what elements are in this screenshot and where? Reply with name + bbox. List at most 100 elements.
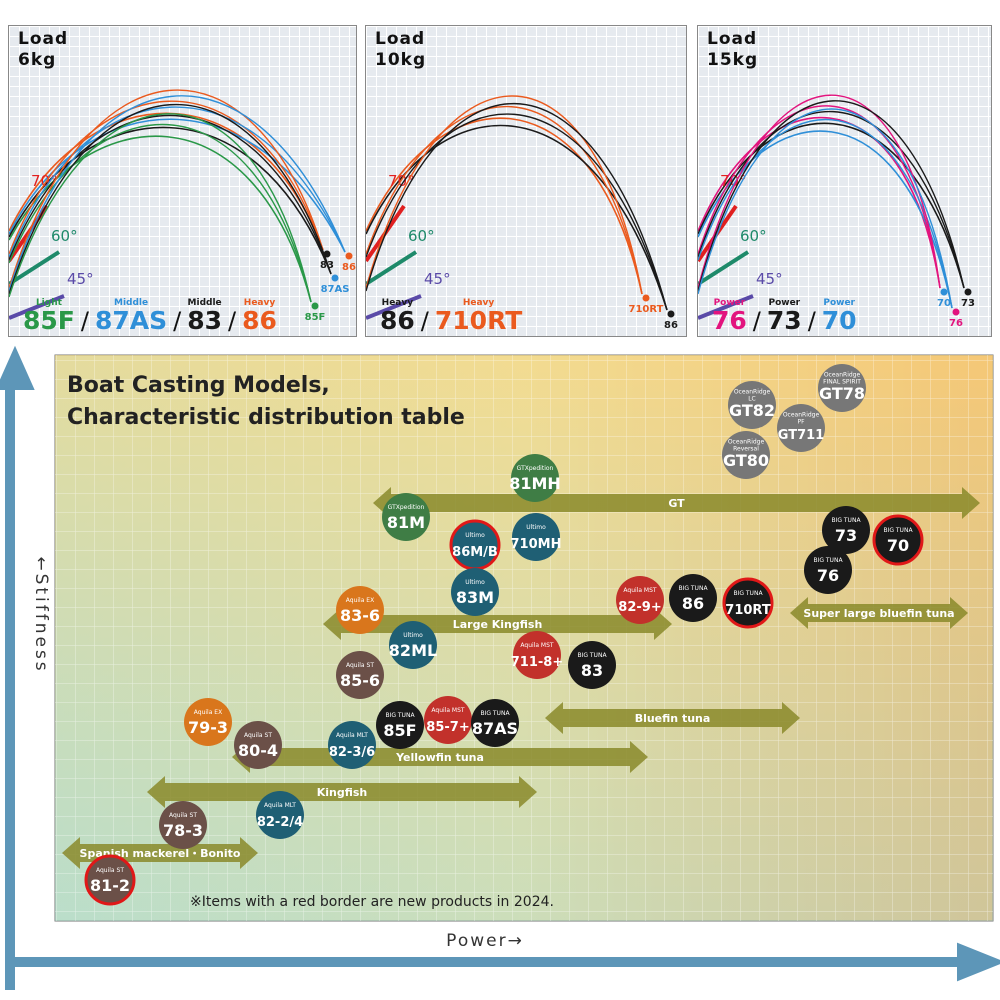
rod-curve <box>366 117 643 295</box>
load-value: 15kg <box>707 50 759 70</box>
rod-model: GT711 <box>778 428 824 443</box>
rod-badge <box>424 696 472 744</box>
rod-curve <box>9 106 346 258</box>
rod-curve <box>366 105 643 295</box>
tip-dot <box>667 310 675 318</box>
rod-series: Ultimo <box>526 524 546 531</box>
rod-badge <box>669 574 717 622</box>
range-arrow <box>790 597 968 629</box>
angle-label: 45° <box>424 270 451 288</box>
rod-badge <box>728 381 776 429</box>
model: Heavy 86 <box>380 298 415 334</box>
rod-model: 82-3/6 <box>329 745 375 760</box>
load-value: 10kg <box>375 50 427 70</box>
rod-badge <box>818 364 866 412</box>
rod-curve <box>366 95 643 295</box>
rod-series: GTXpedition <box>517 465 554 472</box>
rod-curve <box>366 124 668 311</box>
model: Power 70 <box>822 298 857 334</box>
rod-badge <box>389 621 437 669</box>
angle-label: 45° <box>67 270 94 288</box>
rod-badge <box>511 454 559 502</box>
rod-badge <box>804 546 852 594</box>
rod-series: Aquila EX <box>194 709 222 716</box>
rod-model: 86 <box>682 594 704 613</box>
y-axis-label: ←Stiffness <box>31 556 51 673</box>
rod-model: 87AS <box>472 719 518 738</box>
model-name: 86 <box>242 306 277 335</box>
rod-model: 81M <box>387 513 425 532</box>
angle-label: 60° <box>408 227 435 245</box>
model-name: 70 <box>821 306 857 335</box>
range-arrow <box>147 776 537 808</box>
rod-model: 79-3 <box>188 718 228 737</box>
rod-badge <box>234 721 282 769</box>
separator: / <box>807 307 816 335</box>
rod-badge <box>84 854 136 906</box>
rod-series: OceanRidge <box>783 412 820 419</box>
rod-model: 78-3 <box>163 821 203 840</box>
rod-model: 81MH <box>509 474 561 493</box>
angle-line <box>9 294 65 320</box>
range-label: Super large bluefin tuna <box>803 607 954 620</box>
tip-label: 73 <box>961 298 975 309</box>
rod-badge <box>451 568 499 616</box>
tip-label: 76 <box>949 318 963 329</box>
rod-badge <box>822 506 870 554</box>
model-class: Heavy <box>462 298 495 308</box>
rod-curve <box>9 95 346 292</box>
separator: / <box>173 307 182 335</box>
range-label: Large Kingfish <box>453 618 543 631</box>
rod-series: Aquila MLT <box>264 802 296 809</box>
rod-badge <box>184 698 232 746</box>
model-class: Middle <box>187 298 222 308</box>
rod-badge <box>513 631 561 679</box>
rod-curve <box>9 118 346 253</box>
load-label: Load <box>707 29 758 49</box>
rod-model: 82-9+ <box>618 600 661 615</box>
rod-series: LC <box>748 396 756 403</box>
rod-series: Aquila EX <box>346 597 374 604</box>
x-axis-label: Power→ <box>446 931 524 951</box>
rod-series: Aquila MST <box>623 587 657 594</box>
rod-curve <box>366 113 668 311</box>
rod-series: BIG TUNA <box>480 710 510 717</box>
rod-badge <box>722 431 770 479</box>
angle-label: 60° <box>51 227 78 245</box>
rod-series: PF <box>797 419 805 426</box>
x-arrow <box>10 942 1000 982</box>
model-line: Heavy 86/Heavy 710RT <box>380 298 522 334</box>
rod-model: 83-6 <box>340 606 380 625</box>
tip-dot <box>331 274 339 282</box>
load-panel: 70° 60° 45° 710RT 86 Load 10kg Heavy 86/Heavy 710… <box>365 25 687 337</box>
tip-dot <box>964 288 972 296</box>
tip-dot <box>642 294 650 302</box>
tip-dot <box>940 288 948 296</box>
rod-badge <box>328 721 376 769</box>
rod-curve <box>698 108 953 309</box>
rod-series: Ultimo <box>465 532 485 539</box>
rod-curve <box>9 113 312 303</box>
y-arrow <box>0 345 35 990</box>
model-class: Power <box>823 298 855 308</box>
tip-label: 86 <box>664 320 678 331</box>
separator: / <box>752 307 761 335</box>
rod-curve <box>698 118 953 309</box>
model-class: Heavy <box>243 298 276 308</box>
rod-model: 80-4 <box>238 741 278 760</box>
rod-series: BIG TUNA <box>831 517 861 524</box>
tip-dot <box>952 308 960 316</box>
range-label: Yellowfin tuna <box>395 751 484 764</box>
rod-model: 83M <box>456 588 494 607</box>
note: ※Items with a red border are new product… <box>190 894 554 910</box>
model-name: 73 <box>766 306 802 335</box>
rod-curve <box>698 122 965 289</box>
rod-model: 70 <box>887 536 909 555</box>
table-title: Boat Casting Models, <box>67 373 330 398</box>
angle-line <box>698 250 750 286</box>
rod-curve <box>9 115 332 275</box>
